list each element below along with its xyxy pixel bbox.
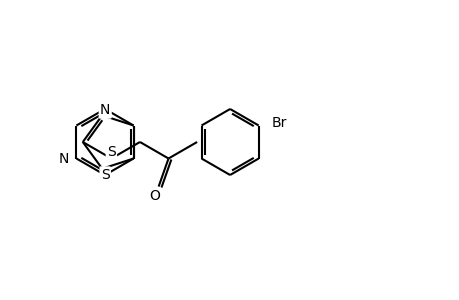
- Text: S: S: [101, 168, 109, 182]
- Text: N: N: [59, 152, 69, 166]
- Text: S: S: [107, 145, 116, 158]
- Text: N: N: [100, 103, 110, 117]
- Text: O: O: [149, 188, 160, 203]
- Text: Br: Br: [271, 116, 286, 130]
